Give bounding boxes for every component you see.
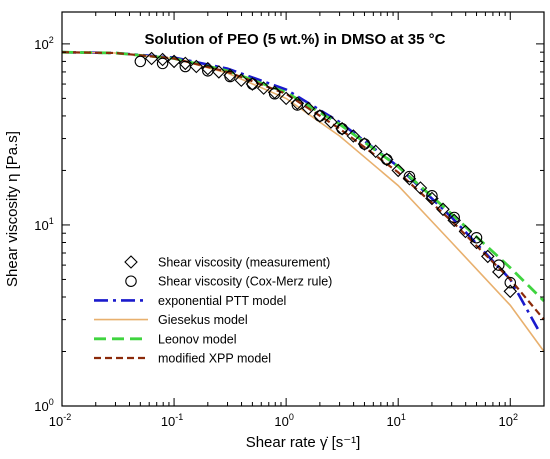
data-point-1-6 [268,88,281,100]
data-point-0-20 [368,144,383,159]
data-point-0-32 [503,284,518,299]
data-point-0-28 [458,224,473,239]
data-point-0-31 [492,265,506,279]
data-point-1-15 [470,231,483,244]
data-point-0-16 [324,115,338,129]
legend-label-0: Shear viscosity (measurement) [158,256,330,270]
data-point-0-22 [391,163,405,178]
data-point-0-3 [178,56,193,71]
y-axis-label: Shear viscosity η [Pa.s] [4,131,21,287]
data-point-0-30 [480,249,495,264]
x-tick-label: 101 [386,412,405,429]
data-point-0-5 [201,61,215,76]
data-point-1-2 [179,60,192,73]
data-point-1-0 [134,55,147,68]
x-tick-label: 102 [499,412,518,429]
data-point-1-14 [448,211,460,224]
legend-label-1: Shear viscosity (Cox-Merz rule) [158,275,332,289]
data-point-0-14 [301,101,316,116]
data-point-0-19 [357,137,372,151]
y-tick-label: 101 [34,216,53,233]
legend-label-4: Leonov model [158,332,237,346]
data-point-1-17 [504,276,517,289]
data-point-0-21 [379,152,394,167]
data-point-0-9 [245,77,260,91]
data-point-1-4 [224,70,236,83]
legend-marker-1 [125,275,137,287]
data-point-0-27 [447,213,461,228]
data-point-0-8 [234,73,249,87]
data-point-1-8 [314,110,326,122]
plot-frame [61,11,545,407]
series-line-5 [61,51,545,321]
data-point-1-5 [246,78,259,90]
data-point-0-23 [402,171,417,186]
data-point-0-26 [436,202,450,217]
legend-marker-0 [124,255,138,269]
data-point-0-2 [167,54,181,69]
data-point-0-17 [335,121,349,136]
legend-label-2: exponential PTT model [158,294,286,308]
data-point-0-10 [256,81,271,95]
x-tick-label: 100 [274,412,293,429]
measurement-markers [134,51,518,299]
data-point-1-9 [336,122,348,135]
y-tick-label: 102 [34,35,53,52]
x-tick-label: 10-2 [49,412,71,429]
legend-label-3: Giesekus model [158,313,248,327]
data-point-1-12 [403,170,416,183]
data-point-0-1 [155,52,170,67]
data-point-1-13 [426,189,438,202]
legend-label-5: modified XPP model [158,352,271,366]
data-point-0-18 [346,129,361,143]
data-point-1-3 [202,65,214,77]
data-point-0-25 [425,191,439,206]
x-tick-label: 10-1 [161,412,183,429]
data-point-0-0 [144,51,159,66]
data-point-0-24 [413,181,428,195]
data-point-0-6 [212,65,226,79]
data-point-1-10 [358,138,371,150]
data-point-0-12 [279,91,293,106]
axes: 10-2 10-1 100 101 102 100 101 102 [34,12,545,429]
data-point-1-7 [291,99,304,111]
data-point-1-1 [156,57,169,70]
data-point-0-4 [189,59,204,74]
chart-title: Solution of PEO (5 wt.%) in DMSO at 35 °… [144,31,445,48]
data-point-1-16 [493,259,505,271]
x-axis-label: Shear rate γ̇ [s⁻¹] [246,434,361,451]
data-point-1-11 [380,153,393,166]
legend: Shear viscosity (measurement) Shear visco… [94,255,332,366]
y-tick-label: 100 [34,397,53,414]
data-point-0-15 [313,109,327,123]
